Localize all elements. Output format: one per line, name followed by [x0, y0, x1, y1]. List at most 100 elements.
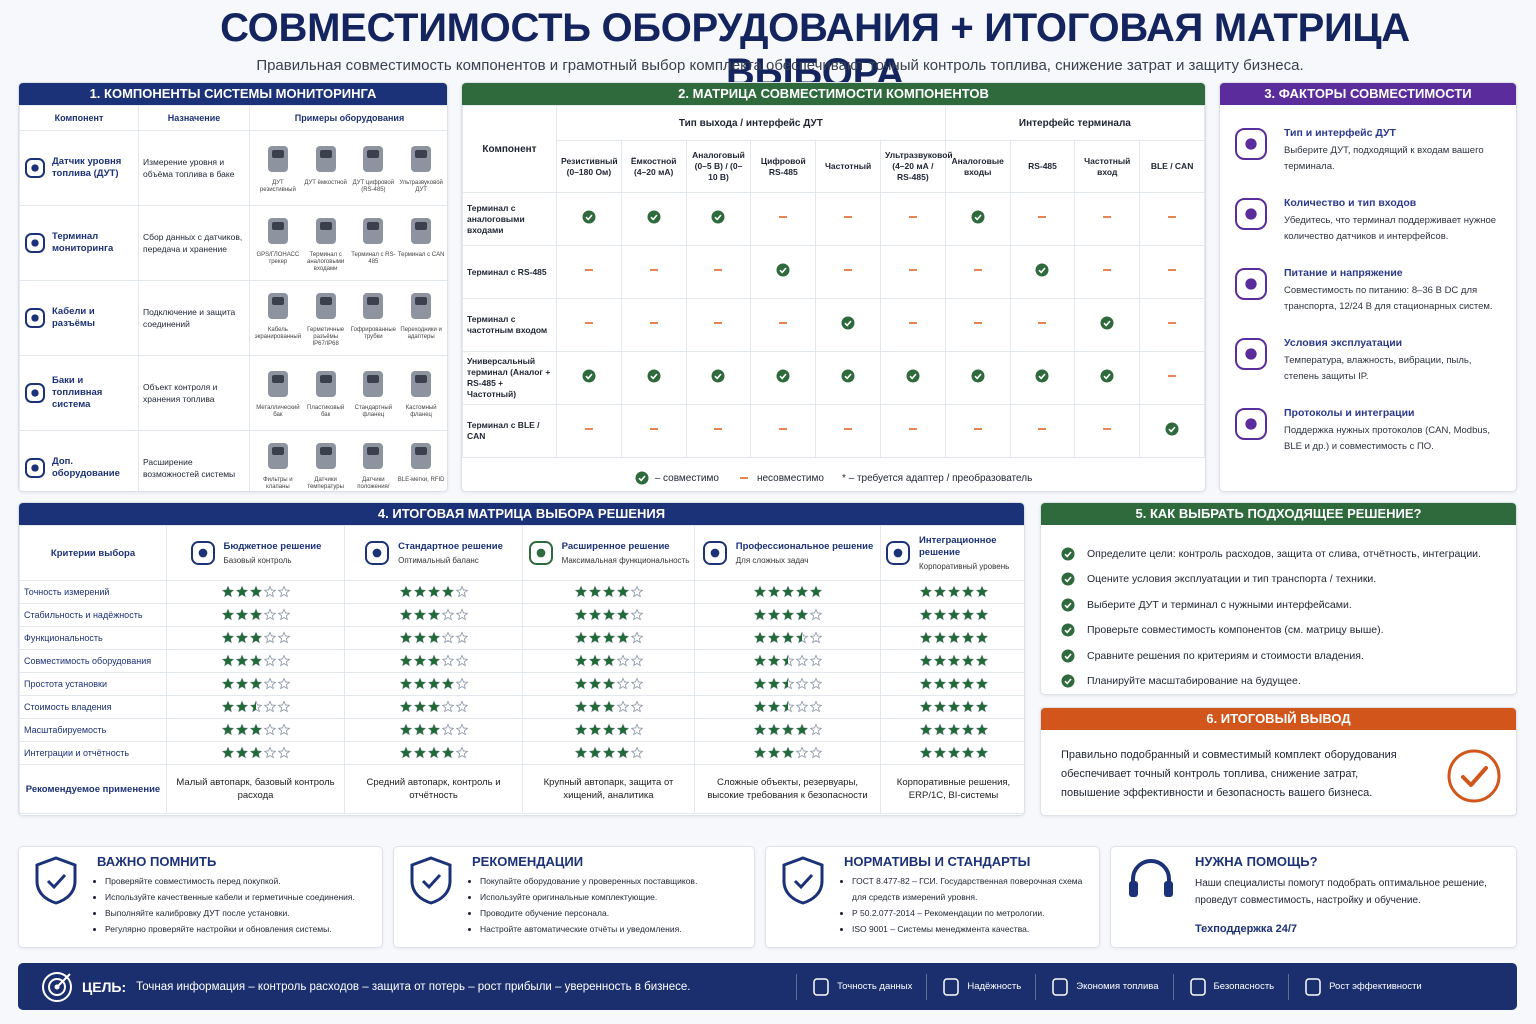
- empty-stars: [753, 653, 822, 666]
- incompatible-mark: [779, 215, 788, 218]
- filled-stars: [754, 700, 788, 712]
- device: [363, 371, 384, 397]
- star-outline: [427, 607, 440, 620]
- card-item: Настройте автоматические отчёты и уведом…: [480, 921, 746, 937]
- filled-stars: [400, 723, 439, 735]
- star-outline: [455, 745, 468, 758]
- step-text: Определите цели: контроль расходов, защи…: [1087, 547, 1481, 560]
- star-outline: [630, 630, 643, 643]
- recommended-row: Рекомендуемое применение Малый автопарк, …: [19, 764, 1024, 814]
- incompatible-mark: [714, 268, 723, 271]
- star-outline: [630, 676, 643, 689]
- criterion-name: Стоимость владения: [19, 695, 167, 719]
- factor: Условия эксплуатации Температура, влажнос…: [1234, 337, 1502, 407]
- star-outline: [235, 676, 248, 689]
- star-outline: [975, 653, 988, 666]
- matrix-cell: [750, 192, 817, 246]
- star: [575, 700, 586, 712]
- rating-cell: [880, 649, 1024, 673]
- solution-text: Профессиональное решение Для сложных зада…: [736, 541, 874, 565]
- filled-stars: [754, 723, 807, 735]
- badge-icon: [813, 977, 829, 996]
- check: [779, 372, 787, 380]
- matrix-cell: [815, 245, 881, 299]
- compatible-mark: [635, 471, 649, 485]
- device-detail: [367, 221, 380, 230]
- star: [236, 746, 247, 758]
- compatible-mark: [971, 369, 985, 382]
- examples: Кабель экранированный Герметичные разъёмы…: [254, 289, 445, 348]
- examples-cell: GPS/ГЛОНАСС трекер Терминал с аналоговыми…: [249, 205, 447, 281]
- rating-cell: [522, 626, 695, 650]
- check-circle: [841, 369, 855, 382]
- star: [236, 677, 247, 689]
- star: [782, 631, 793, 643]
- star: [589, 654, 600, 666]
- star: [962, 654, 973, 666]
- conclusion-text: Правильно подобранный и совместимый комп…: [1061, 749, 1397, 799]
- matrix-cell: [750, 245, 817, 299]
- factor-description: Совместимость по питанию: 8–36 В DC для …: [1284, 285, 1493, 312]
- example-caption: Пластиковый бак: [307, 405, 345, 418]
- criterion-row: Точность измерений: [19, 580, 1024, 604]
- criterion-row: Масштабируемость: [19, 718, 1024, 742]
- star-outline: [947, 653, 960, 666]
- example-image: [315, 292, 336, 319]
- matrix-cell: [1139, 404, 1205, 458]
- star-outline: [933, 607, 946, 620]
- matrix-cell: [1009, 351, 1076, 405]
- icon-frame: [365, 541, 390, 565]
- rating: [753, 630, 822, 643]
- device-detail: [415, 150, 428, 158]
- incompatible-mark: [714, 427, 723, 430]
- recommended-value: Малый автопарк, базовый контроль расхода: [166, 764, 345, 814]
- card-icon: [35, 856, 77, 905]
- rating-cell: [344, 672, 523, 696]
- step-text: Планируйте масштабирование на будущее.: [1087, 675, 1301, 688]
- star: [236, 631, 247, 643]
- compatible-mark: [971, 210, 985, 223]
- section-title: 1. КОМПОНЕНТЫ СИСТЕМЫ МОНИТОРИНГА: [19, 83, 447, 105]
- empty-stars: [221, 630, 290, 643]
- compatible-mark: [1061, 598, 1075, 612]
- star-outline: [933, 745, 946, 758]
- rating-cell: [166, 695, 345, 719]
- rating-cell: [880, 626, 1024, 650]
- example: Пластиковый бак: [302, 367, 350, 419]
- icon-dot: [31, 239, 39, 247]
- matrix-cell: [944, 404, 1011, 458]
- star-outline: [413, 630, 426, 643]
- incompatible-mark: [908, 427, 917, 430]
- device-detail: [319, 296, 332, 305]
- badge-text: Точность данных: [837, 981, 913, 992]
- step: Оцените условия эксплуатации и тип транс…: [1061, 567, 1496, 593]
- component-name: Доп. оборудование: [52, 456, 120, 479]
- rating: [574, 699, 643, 712]
- rating-cell: [344, 603, 523, 627]
- star-outline: [616, 584, 629, 597]
- empty-stars: [574, 630, 643, 643]
- help-link[interactable]: Техподдержка 24/7: [1195, 923, 1298, 935]
- incompatible-mark: [973, 321, 982, 324]
- icon: [25, 308, 45, 328]
- star: [589, 677, 600, 689]
- star-outline: [399, 584, 412, 597]
- matrix-cell: [1074, 351, 1141, 405]
- conclusion-panel: 6. ИТОГОВЫЙ ВЫВОД Правильно подобранный …: [1040, 707, 1517, 816]
- device-detail: [319, 150, 332, 158]
- star-outline: [961, 630, 974, 643]
- example-image: [315, 371, 336, 397]
- factor-title: Протоколы и интеграции: [1284, 407, 1415, 419]
- star-outline: [588, 653, 601, 666]
- icon-dot: [1245, 208, 1257, 220]
- incompatible-mark: [779, 321, 788, 324]
- criteria-header: Критерии выбора: [19, 525, 167, 581]
- device: [315, 442, 336, 469]
- filled-stars: [400, 700, 439, 712]
- incompatible-mark: [779, 427, 788, 430]
- device-detail: [367, 150, 380, 158]
- examples: Металлический бак Пластиковый бак Стандарт…: [254, 367, 445, 419]
- star: [976, 654, 987, 666]
- step: Проверьте совместимость компонентов (см.…: [1061, 618, 1496, 644]
- rating-cell: [522, 603, 695, 627]
